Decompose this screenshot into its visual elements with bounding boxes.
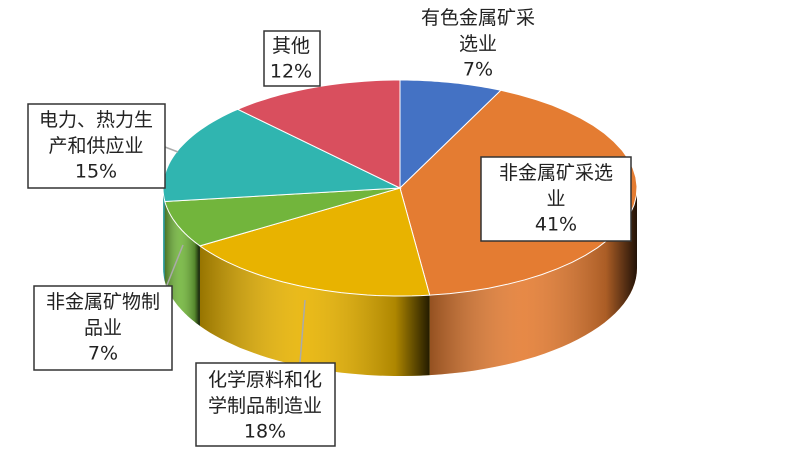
- value-label: 15%: [75, 161, 117, 183]
- label-line: 业: [546, 188, 565, 210]
- label-box: [263, 30, 321, 87]
- category-label: 有色金属矿采选业: [421, 7, 535, 55]
- label-line: 选业: [459, 33, 497, 55]
- value-label: 7%: [88, 343, 118, 365]
- leader-line: [299, 299, 306, 364]
- label-box: [27, 103, 166, 189]
- label-line: 非金属矿物制: [46, 291, 160, 313]
- label-line: 品业: [84, 317, 122, 339]
- label-line: 产和供应业: [48, 135, 143, 157]
- label-line: 其他: [272, 35, 310, 57]
- slice: [399, 79, 502, 190]
- slice-side-shade: [164, 201, 200, 326]
- label-line: 化学原料和化: [208, 369, 322, 391]
- category-label: 非金属矿物制品业: [46, 291, 160, 339]
- category-label: 其他: [272, 35, 310, 57]
- label-box: [195, 362, 336, 447]
- slice: [164, 187, 401, 247]
- label-line: 学制品制造业: [208, 395, 322, 417]
- value-label: 12%: [270, 61, 312, 83]
- slice-side-shade: [429, 188, 637, 376]
- slice: [236, 79, 401, 189]
- leader-line: [164, 146, 179, 153]
- value-label: 41%: [535, 214, 577, 236]
- slice-side-shade: [199, 245, 430, 376]
- slice: [198, 187, 431, 297]
- label-line: 电力、热力生: [39, 109, 153, 131]
- category-label: 电力、热力生产和供应业: [39, 109, 153, 157]
- leader-line: [164, 244, 184, 291]
- slice-side-shade: [163, 188, 165, 282]
- category-label: 化学原料和化学制品制造业: [208, 369, 322, 417]
- label-line: 有色金属矿采: [421, 7, 535, 29]
- label-line: 非金属矿采选: [499, 162, 613, 184]
- value-label: 7%: [463, 59, 493, 81]
- category-label: 非金属矿采选业: [499, 162, 613, 210]
- label-box: [33, 285, 173, 371]
- value-label: 18%: [244, 421, 286, 443]
- label-box: [480, 156, 632, 242]
